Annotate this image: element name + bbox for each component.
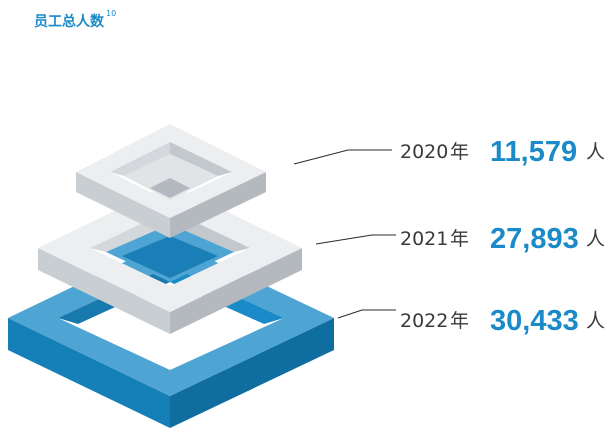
label-year-unit: 年 [450, 141, 469, 163]
label-value: 11,579 [490, 136, 577, 168]
leader-line-2021 [315, 234, 396, 245]
label-unit: 人 [586, 228, 605, 250]
leader-lines [293, 149, 396, 319]
chart-title-text: 员工总人数 [34, 14, 104, 30]
label-year-unit: 年 [450, 310, 469, 332]
label-2020: 2020 年 11,579 人 [400, 136, 605, 168]
footnote-marker: 10 [106, 9, 117, 18]
label-unit: 人 [586, 141, 605, 163]
label-year: 2021 [400, 228, 448, 250]
label-value: 27,893 [490, 223, 579, 255]
label-2021: 2021 年 27,893 人 [400, 223, 605, 255]
label-unit: 人 [586, 310, 605, 332]
layer-2020 [76, 124, 266, 238]
layer-2021 [38, 184, 302, 334]
label-value: 30,433 [490, 305, 579, 337]
label-year: 2020 [400, 141, 448, 163]
leader-line-2020 [293, 149, 392, 165]
chart-title: 员工总人数10 [34, 9, 117, 31]
label-year-unit: 年 [450, 228, 469, 250]
label-year: 2022 [400, 310, 448, 332]
label-2022: 2022 年 30,433 人 [400, 305, 605, 337]
leader-line-2022 [337, 309, 396, 319]
